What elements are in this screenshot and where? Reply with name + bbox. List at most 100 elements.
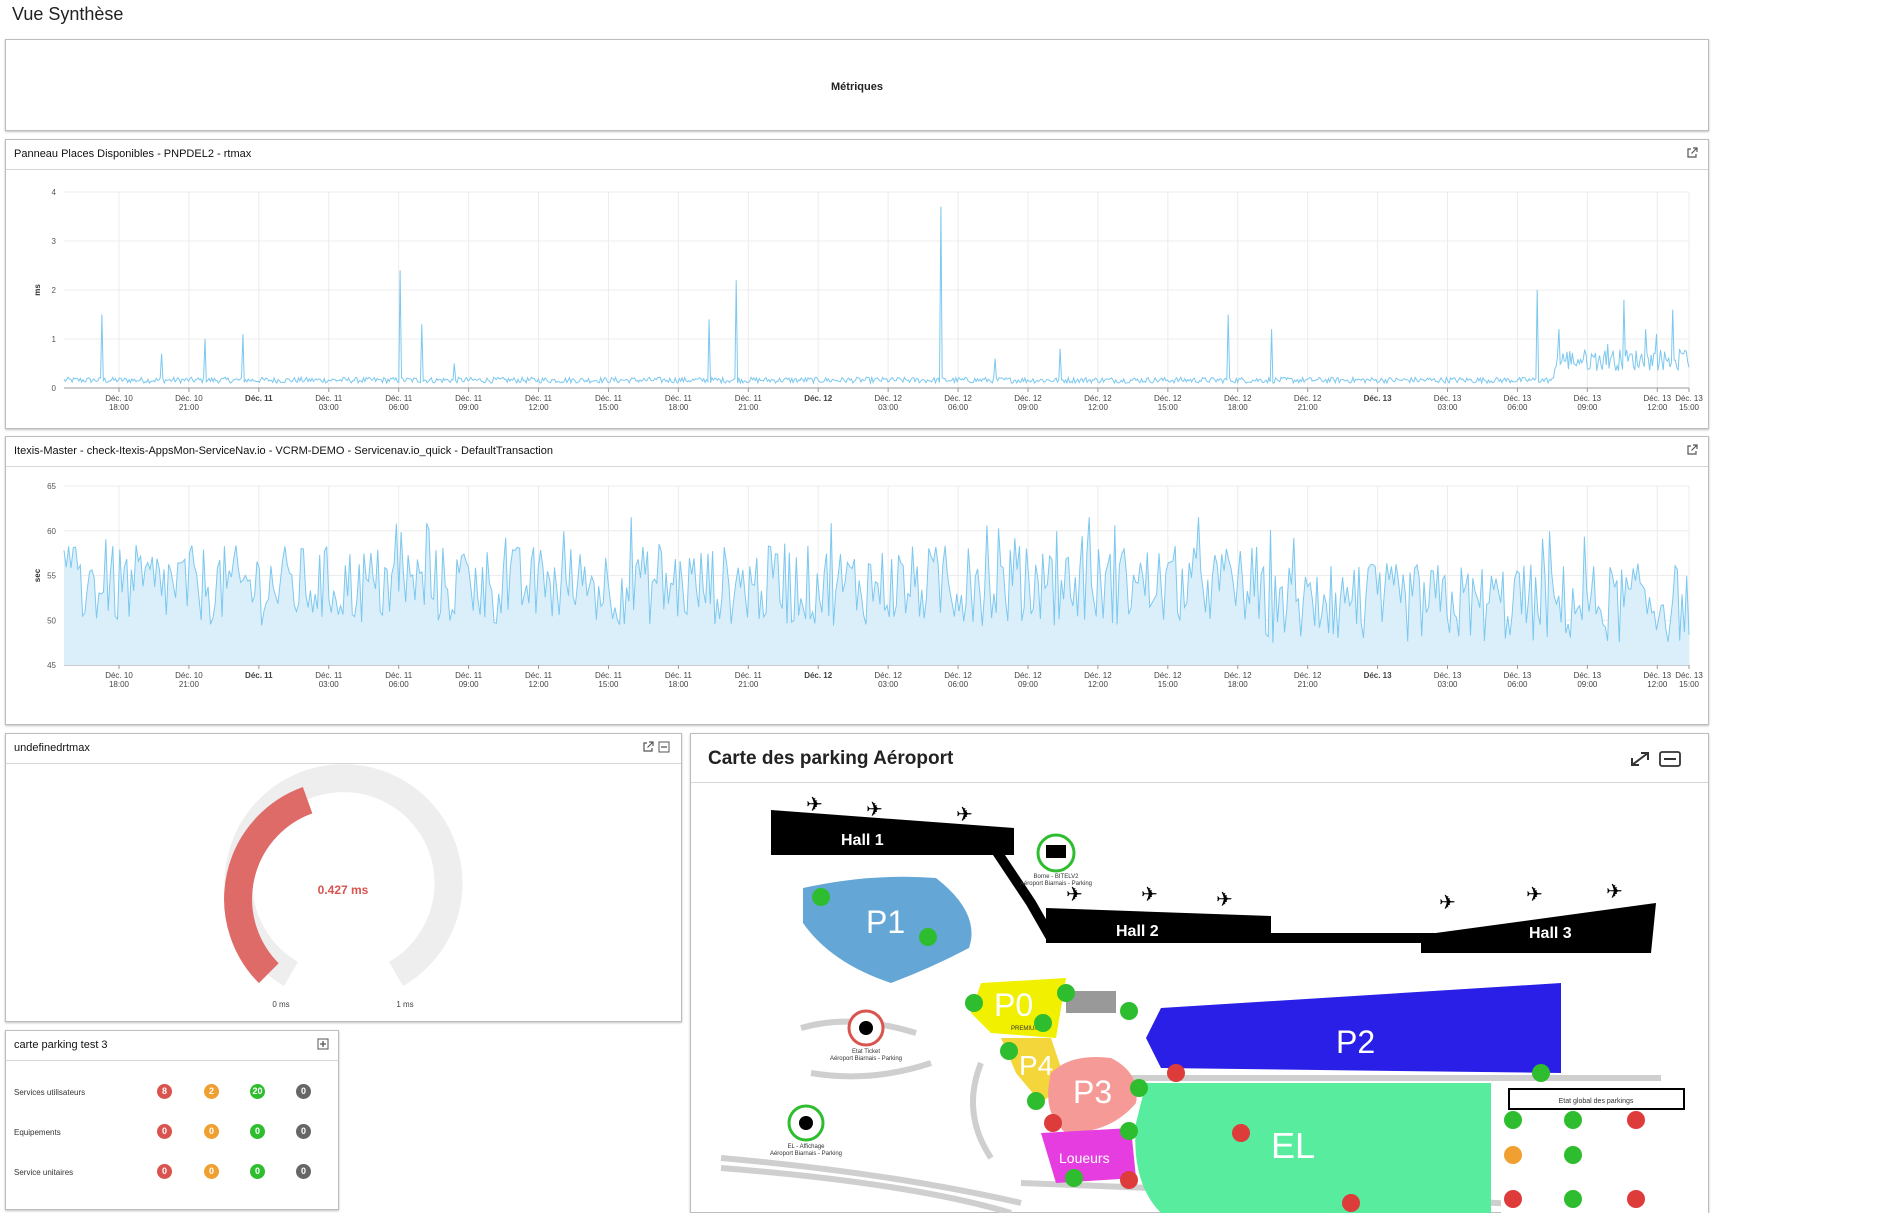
x-tick-label: Déc. 11	[245, 394, 273, 403]
x-tick-label: Déc. 12	[874, 394, 902, 403]
map-panel: Carte des parking Aéroport Hall 1 Hall 2…	[690, 733, 1709, 1213]
x-tick-label: Déc. 13	[1675, 394, 1703, 403]
parking-p3-label: P3	[1073, 1074, 1112, 1110]
x-tick-label: 06:00	[948, 403, 969, 412]
status-badge-critical[interactable]: 0	[157, 1124, 172, 1139]
x-tick-label: 12:00	[529, 680, 550, 689]
status-badge-critical[interactable]: 0	[157, 1164, 172, 1179]
x-tick-label: Déc. 10	[175, 394, 203, 403]
x-tick-label: Déc. 12	[874, 671, 902, 680]
x-tick-label: 15:00	[1679, 403, 1700, 412]
y-tick-label: 3	[52, 237, 57, 246]
status-dot-ok	[1000, 1042, 1018, 1060]
parking-test-panel: carte parking test 3 Services utilisateu…	[5, 1030, 339, 1210]
status-badge-ok[interactable]: 0	[250, 1164, 265, 1179]
y-tick-label: 4	[52, 188, 57, 197]
x-tick-label: 15:00	[598, 403, 619, 412]
gauge-header: undefinedrtmax	[6, 734, 681, 764]
status-badge-warning[interactable]: 0	[204, 1164, 219, 1179]
collapse-icon[interactable]	[1659, 750, 1681, 768]
parking-p2-shape	[1146, 983, 1561, 1073]
airport-parking-map: Hall 1 Hall 2 Hall 3 ✈ ✈ ✈ ✈ ✈ ✈ ✈ ✈ ✈ P…	[720, 794, 1708, 1213]
parking-p0-label: P0	[994, 987, 1033, 1023]
x-tick-label: 09:00	[1018, 680, 1039, 689]
row-label-service-unitaires: Service unitaires	[14, 1168, 74, 1177]
fullscreen-icon[interactable]	[1629, 750, 1651, 768]
status-badge-unknown[interactable]: 0	[296, 1084, 311, 1099]
x-tick-label: 15:00	[1158, 680, 1179, 689]
status-badge-warning[interactable]: 0	[204, 1124, 219, 1139]
gauge-value-arc	[224, 787, 313, 984]
hall-1-label: Hall 1	[841, 832, 884, 849]
chart2-header: Itexis-Master - check-Itexis-AppsMon-Ser…	[6, 437, 1708, 467]
x-tick-label: 06:00	[389, 680, 410, 689]
status-dot-ok	[1564, 1111, 1582, 1129]
x-tick-label: 15:00	[1679, 680, 1700, 689]
status-dot-ok	[1130, 1079, 1148, 1097]
status-dot-critical	[1627, 1190, 1645, 1208]
parking-test-title: carte parking test 3	[14, 1039, 108, 1051]
p0-premium-label: PREMIUM	[1011, 1026, 1039, 1032]
airplane-icon: ✈	[806, 794, 823, 816]
x-tick-label: 12:00	[1647, 680, 1668, 689]
gauge-value: 0.427 ms	[318, 883, 369, 897]
parking-el-shape	[1135, 1083, 1491, 1213]
legend-title: Etat global des parkings	[1559, 1098, 1634, 1105]
airplane-icons: ✈ ✈ ✈ ✈ ✈ ✈ ✈ ✈ ✈	[806, 794, 1623, 914]
x-tick-label: 18:00	[668, 680, 689, 689]
status-dot-ok	[1564, 1190, 1582, 1208]
status-badge-warning[interactable]: 2	[204, 1084, 219, 1099]
chart1-header: Panneau Places Disponibles - PNPDEL2 - r…	[6, 140, 1708, 170]
x-tick-label: 18:00	[668, 403, 689, 412]
airplane-icon: ✈	[1216, 889, 1233, 911]
status-badge-ok[interactable]: 0	[250, 1124, 265, 1139]
status-dot-critical	[1232, 1124, 1250, 1142]
map-title: Carte des parking Aéroport	[708, 748, 954, 769]
parking-p1-label: P1	[866, 904, 905, 940]
expand-icon[interactable]	[317, 1038, 329, 1050]
x-tick-label: Déc. 11	[315, 671, 343, 680]
parking-p4-label: P4	[1019, 1050, 1053, 1081]
parking-p2-label: P2	[1336, 1024, 1375, 1060]
x-tick-label: 12:00	[1647, 403, 1668, 412]
x-tick-label: Déc. 12	[804, 671, 833, 680]
airplane-icon: ✈	[1066, 884, 1083, 906]
x-tick-label: 18:00	[109, 680, 130, 689]
x-tick-label: 09:00	[459, 680, 480, 689]
status-badge-ok[interactable]: 20	[250, 1084, 265, 1099]
external-link-icon[interactable]	[1686, 444, 1698, 456]
y-tick-label: 55	[47, 572, 56, 581]
parking-grey-shape	[1066, 991, 1116, 1013]
x-tick-label: Déc. 13	[1504, 671, 1532, 680]
ticket-label: Etat Ticket	[852, 1049, 880, 1055]
parking-p1-shape	[803, 876, 972, 983]
x-tick-label: Déc. 13	[1434, 394, 1462, 403]
x-tick-label: Déc. 13	[1574, 671, 1602, 680]
chart2-title: Itexis-Master - check-Itexis-AppsMon-Ser…	[14, 445, 553, 457]
status-badge-critical[interactable]: 8	[157, 1084, 172, 1099]
series-line	[63, 206, 1690, 385]
status-dot-ok	[1532, 1064, 1550, 1082]
gauge-panel: undefinedrtmax 0.427 ms 0 ms 1 ms	[5, 733, 682, 1022]
x-tick-label: Déc. 11	[525, 671, 553, 680]
y-tick-label: 65	[47, 482, 56, 491]
status-badge-unknown[interactable]: 0	[296, 1164, 311, 1179]
y-tick-label: 0	[52, 384, 57, 393]
x-tick-label: Déc. 12	[1294, 394, 1322, 403]
status-dot-critical	[1342, 1194, 1360, 1212]
y-tick-label: 60	[47, 527, 56, 536]
x-tick-label: Déc. 12	[1294, 671, 1322, 680]
external-link-icon[interactable]	[1686, 147, 1698, 159]
x-tick-label: Déc. 11	[245, 671, 273, 680]
x-tick-label: 18:00	[1228, 680, 1249, 689]
status-dot-ok	[1034, 1014, 1052, 1032]
series-line	[63, 517, 1690, 643]
status-dot-ok	[965, 994, 983, 1012]
external-link-icon[interactable]	[642, 741, 654, 753]
x-tick-label: 06:00	[1507, 403, 1528, 412]
collapse-icon[interactable]	[658, 741, 670, 753]
status-badge-unknown[interactable]: 0	[296, 1124, 311, 1139]
airplane-icon: ✈	[1606, 881, 1623, 903]
series-area	[64, 517, 1689, 665]
